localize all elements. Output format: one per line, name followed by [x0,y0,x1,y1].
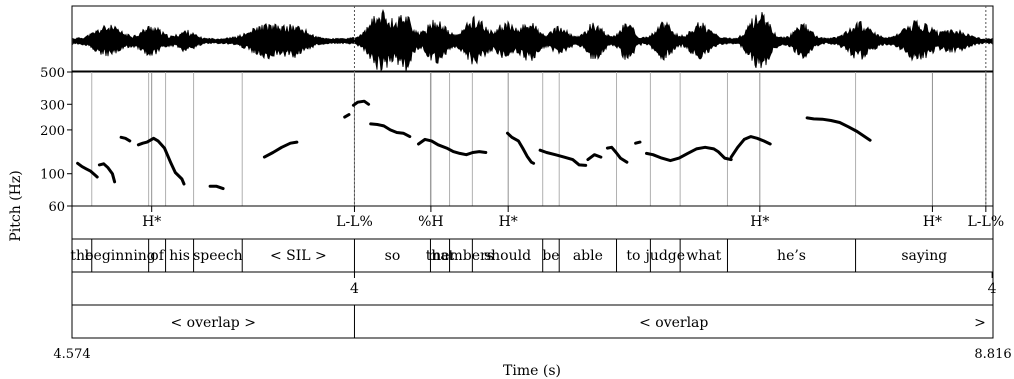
tone-label-6: L-L% [968,214,1005,230]
overlap-label-2: > [974,315,986,331]
pitch-segment-5 [262,140,299,159]
pitch-panel: 60 100 200 300 500 Pitch (Hz) [8,6,994,242]
word-label-9: should [484,248,531,264]
break-label-0: 4 [350,281,359,297]
word-label-4: speech [193,248,243,264]
y-tick-label-4: 500 [40,66,65,81]
word-label-8: members [428,248,494,264]
word-label-12: to [626,248,640,264]
word-label-2: of [150,248,165,264]
waveform-trace [72,8,993,73]
tone-label-1: L-L% [336,214,373,230]
overlap-label-1: < overlap [639,315,708,331]
x-axis-label: Time (s) [503,363,561,379]
x-tick-end: 8.816 [974,347,1011,362]
tier-breaks [71,271,994,306]
y-tick-label-1: 100 [40,168,65,183]
tier-overlap [71,304,994,339]
pitch-segment-15 [645,145,733,163]
tone-label-2: %H [418,214,444,230]
pitch-segment-13 [605,145,629,164]
pitch-segment-0 [76,161,99,179]
tone-label-3: H* [499,214,518,230]
break-label-1: 4 [988,281,997,297]
x-axis: 4.574 8.816 Time (s) [53,347,1011,379]
word-label-16: saying [901,248,947,264]
y-axis-label: Pitch (Hz) [8,170,24,241]
waveform-frame [71,5,994,72]
pitch-segment-7 [351,99,371,107]
y-tick-label-3: 300 [40,98,65,113]
word-label-10: be [542,248,559,264]
word-label-11: able [573,248,603,264]
word-label-1: beginning [85,248,156,264]
pitch-segment-2 [119,135,132,143]
tone-label-5: H* [923,214,942,230]
pitch-segment-17 [805,116,872,142]
tone-label-4: H* [750,214,769,230]
y-axis-ticks: 60 100 200 300 500 [40,66,72,215]
word-label-0: the [70,248,93,264]
word-label-15: he’s [777,248,806,264]
tone-label-0: H* [142,214,161,230]
pitch-segment-1 [97,162,117,184]
pitch-segment-10 [506,131,536,165]
y-tick-label-2: 200 [40,124,65,139]
y-tick-label-0: 60 [48,200,65,215]
word-label-13: judge [643,248,685,264]
pitch-segment-12 [586,153,603,162]
pitch-segment-6 [343,113,351,119]
pitch-segment-16 [729,135,772,159]
pitch-contour [76,99,872,191]
pitch-segment-4 [208,184,225,191]
word-label-6: so [385,248,401,264]
word-label-5: < SIL > [270,248,327,264]
x-tick-start: 4.574 [53,347,90,362]
overlap-label-0: < overlap > [170,315,255,331]
pitch-segment-11 [538,148,588,167]
pitch-segment-9 [417,137,488,157]
waveform-panel [71,5,994,73]
word-label-3: his [169,248,190,264]
word-label-7: that [426,248,455,264]
pitch-segment-3 [136,136,186,186]
word-label-14: what [686,248,721,264]
pitch-segment-8 [369,122,412,139]
tier-tones [71,205,994,240]
pitch-segment-14 [634,140,642,145]
